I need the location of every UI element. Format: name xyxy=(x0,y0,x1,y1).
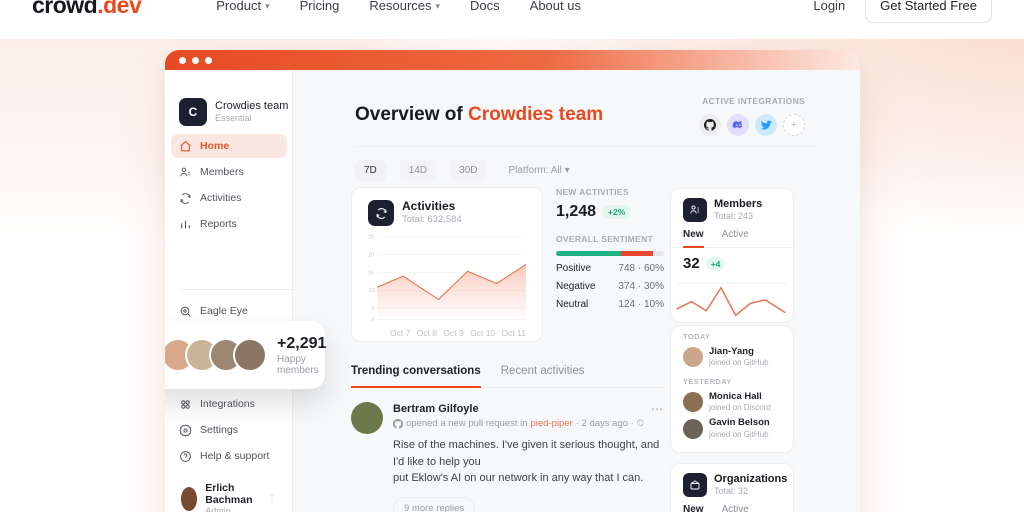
svg-text:0: 0 xyxy=(371,317,374,323)
svg-text:15: 15 xyxy=(369,270,375,276)
svg-text:5: 5 xyxy=(371,306,374,312)
svg-text:10: 10 xyxy=(369,288,375,294)
svg-text:25: 25 xyxy=(369,235,375,241)
svg-text:20: 20 xyxy=(369,252,375,258)
